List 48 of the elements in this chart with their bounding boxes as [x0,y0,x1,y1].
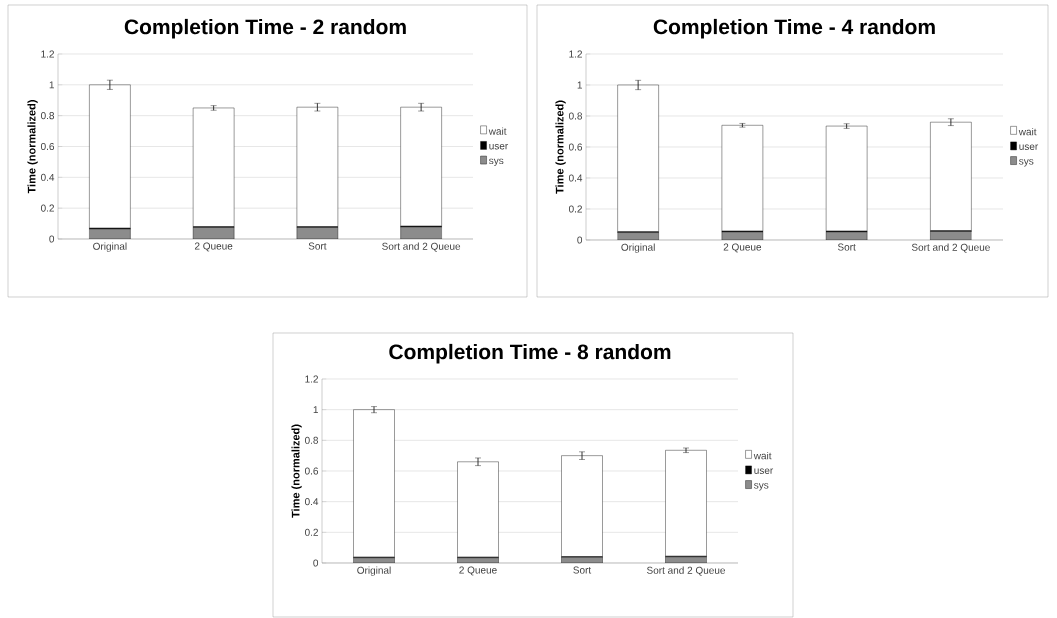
y-tick-label: 0 [313,559,319,567]
y-tick-label: 1 [313,406,318,414]
y-tick-label: 0.2 [40,204,54,212]
x-tick-label: Sort [837,243,856,251]
legend-label: sys [1019,159,1034,167]
y-tick-label: 1 [49,81,54,89]
y-tick-label: 0.6 [304,467,319,475]
x-tick-label: 2 Queue [194,242,233,252]
chart-title: Completion Time - 2 random [124,18,406,39]
y-axis-title: Time (normalized) [291,424,302,518]
y-tick-label: 0.8 [304,436,319,444]
x-tick-label: Sort [308,242,327,250]
y-tick-label: 0.6 [40,142,55,151]
legend-label: wait [488,127,507,135]
y-tick-label: 0.4 [568,174,583,182]
y-tick-label: 0.6 [568,143,583,151]
y-axis-title: Time (normalized) [555,100,566,194]
legend-label: wait [1018,127,1037,136]
x-tick-label: Sort and 2 Queue [382,242,461,252]
x-tick-label: Original [357,566,391,576]
x-tick-label: Sort and 2 Queue [911,243,990,253]
y-tick-label: 0.2 [568,205,582,213]
y-tick-label: 1.2 [569,50,582,58]
chart-title: Completion Time - 4 random [653,18,935,39]
legend-label: sys [489,158,504,167]
legend-label: user [489,143,509,150]
x-tick-label: 2 Queue [723,243,762,253]
y-tick-label: 1 [577,81,582,89]
x-tick-label: 2 Queue [459,566,497,576]
chart-title: Completion Time - 8 random [389,343,671,364]
legend-label: user [754,468,774,474]
y-tick-label: 0 [49,235,55,243]
y-tick-label: 0.8 [568,112,583,120]
y-tick-label: 0 [577,236,583,244]
x-tick-label: Sort [573,566,592,574]
x-tick-label: Sort and 2 Queue [646,566,726,576]
y-tick-label: 0.4 [40,173,55,181]
legend-label: user [1019,144,1039,150]
y-tick-label: 0.8 [40,112,55,120]
y-tick-label: 0.2 [304,528,318,536]
x-tick-label: Original [93,242,127,252]
y-tick-label: 1.2 [41,50,54,58]
legend-label: wait [753,451,772,460]
x-tick-label: Original [621,243,655,253]
y-tick-label: 1.2 [305,375,318,383]
y-axis-title: Time (normalized) [27,100,38,194]
y-tick-label: 0.4 [304,498,319,506]
legend-label: sys [754,483,769,491]
